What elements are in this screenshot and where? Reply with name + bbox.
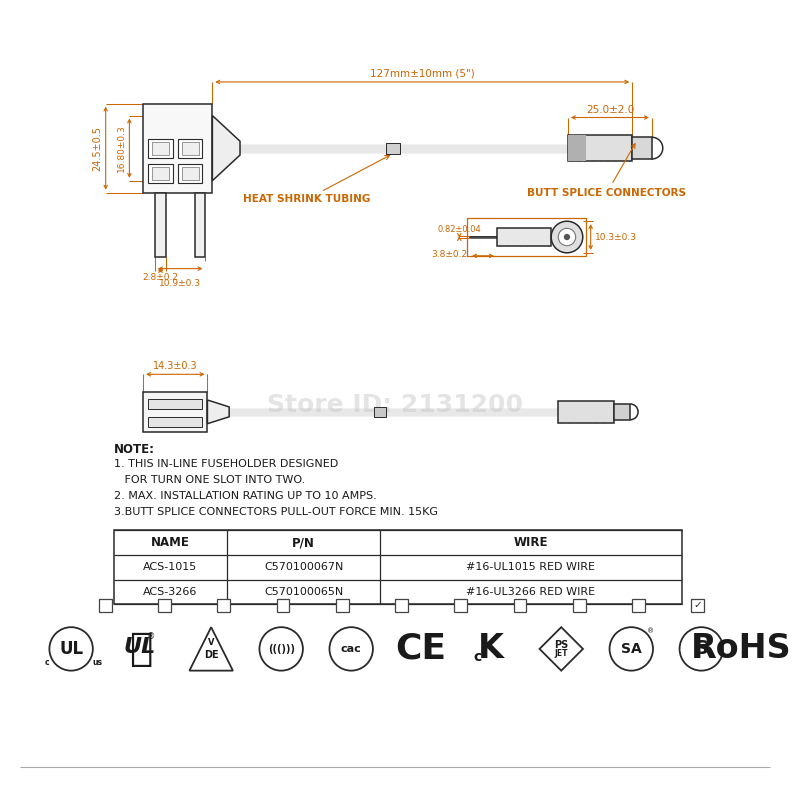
- Bar: [194, 193, 206, 257]
- Text: ACS-1015: ACS-1015: [143, 562, 198, 573]
- Circle shape: [564, 234, 570, 240]
- Text: WIRE: WIRE: [514, 536, 548, 550]
- Bar: [374, 407, 386, 417]
- Text: P/N: P/N: [292, 536, 315, 550]
- Text: UL: UL: [123, 637, 155, 657]
- Text: NOTE:: NOTE:: [114, 443, 154, 457]
- Text: Ⓡ: Ⓡ: [130, 630, 153, 668]
- Bar: [182, 142, 198, 155]
- Text: us: us: [93, 658, 103, 666]
- Bar: [632, 599, 645, 612]
- Bar: [148, 417, 202, 426]
- Text: #16-UL3266 RED WIRE: #16-UL3266 RED WIRE: [466, 587, 595, 597]
- Bar: [336, 599, 349, 612]
- Text: NAME: NAME: [151, 536, 190, 550]
- Text: PS: PS: [554, 640, 568, 650]
- Bar: [218, 599, 230, 612]
- Bar: [568, 135, 632, 161]
- Text: Store ID: 2131200: Store ID: 2131200: [267, 393, 523, 417]
- Bar: [514, 599, 526, 612]
- Bar: [568, 135, 586, 161]
- Bar: [148, 164, 173, 182]
- Text: HEAT SHRINK TUBING: HEAT SHRINK TUBING: [242, 155, 390, 205]
- Bar: [573, 599, 586, 612]
- Bar: [143, 104, 212, 193]
- Text: 25.0±2.0: 25.0±2.0: [586, 105, 634, 114]
- Text: V: V: [208, 638, 214, 647]
- Text: ®: ®: [647, 628, 654, 634]
- Text: 14.3±0.3: 14.3±0.3: [153, 362, 198, 371]
- Text: 1. THIS IN-LINE FUSEHOLDER DESIGNED: 1. THIS IN-LINE FUSEHOLDER DESIGNED: [114, 459, 338, 470]
- Text: C570100065N: C570100065N: [264, 587, 343, 597]
- Text: S: S: [694, 639, 708, 658]
- Bar: [158, 599, 171, 612]
- Text: c: c: [474, 650, 482, 664]
- Bar: [148, 139, 173, 158]
- Text: CE: CE: [396, 632, 446, 666]
- Bar: [467, 218, 586, 256]
- Text: DE: DE: [204, 650, 218, 660]
- Text: 10.3±0.3: 10.3±0.3: [594, 233, 637, 242]
- Text: 0.82±0.04: 0.82±0.04: [438, 225, 481, 234]
- Bar: [395, 599, 408, 612]
- Text: 2. MAX. INSTALLATION RATING UP TO 10 AMPS.: 2. MAX. INSTALLATION RATING UP TO 10 AMP…: [114, 491, 376, 501]
- Bar: [152, 167, 169, 180]
- Polygon shape: [212, 115, 240, 181]
- Bar: [178, 139, 202, 158]
- Text: 16.80±0.3: 16.80±0.3: [118, 124, 126, 172]
- Text: ACS-3266: ACS-3266: [143, 587, 198, 597]
- Text: 127mm±10mm (5"): 127mm±10mm (5"): [370, 69, 474, 79]
- Text: SA: SA: [621, 642, 642, 656]
- Bar: [182, 167, 198, 180]
- Bar: [178, 164, 202, 182]
- Bar: [614, 404, 630, 420]
- Text: C570100067N: C570100067N: [264, 562, 343, 573]
- Text: 3.8±0.2: 3.8±0.2: [431, 250, 467, 259]
- Bar: [152, 142, 169, 155]
- Bar: [386, 142, 400, 154]
- Polygon shape: [207, 400, 229, 424]
- Text: 2.8±0.2: 2.8±0.2: [142, 273, 178, 282]
- Text: cac: cac: [341, 644, 362, 654]
- Text: #16-UL1015 RED WIRE: #16-UL1015 RED WIRE: [466, 562, 595, 573]
- Bar: [558, 401, 614, 422]
- Text: K: K: [478, 633, 504, 666]
- Text: ((())): ((())): [268, 644, 294, 654]
- Bar: [691, 599, 704, 612]
- Bar: [497, 228, 551, 246]
- Text: UL: UL: [59, 640, 83, 658]
- Text: JET: JET: [554, 650, 568, 658]
- Text: 24.5±0.5: 24.5±0.5: [93, 126, 102, 170]
- Text: 3.BUTT SPLICE CONNECTORS PULL-OUT FORCE MIN. 15KG: 3.BUTT SPLICE CONNECTORS PULL-OUT FORCE …: [114, 506, 438, 517]
- Circle shape: [551, 222, 582, 253]
- Bar: [148, 399, 202, 409]
- Circle shape: [558, 228, 576, 246]
- Text: RoHS: RoHS: [690, 633, 791, 666]
- Bar: [98, 599, 112, 612]
- Text: BUTT SPLICE CONNECTORS: BUTT SPLICE CONNECTORS: [527, 144, 686, 198]
- Bar: [277, 599, 290, 612]
- Text: ®: ®: [147, 633, 155, 642]
- Bar: [155, 193, 166, 257]
- Text: ✓: ✓: [694, 601, 702, 610]
- Text: c: c: [45, 658, 50, 666]
- Text: 10.9±0.3: 10.9±0.3: [159, 278, 202, 287]
- Bar: [454, 599, 467, 612]
- Bar: [632, 138, 652, 159]
- Bar: [114, 530, 682, 605]
- Text: FOR TURN ONE SLOT INTO TWO.: FOR TURN ONE SLOT INTO TWO.: [114, 475, 305, 485]
- Bar: [143, 392, 207, 432]
